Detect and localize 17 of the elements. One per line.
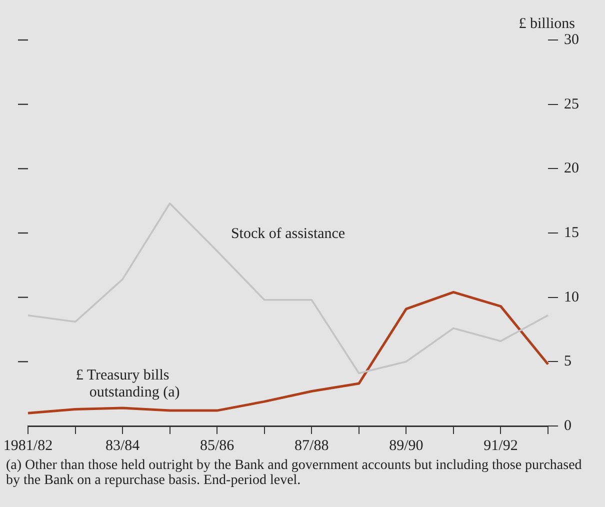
y-axis-title: £ billions [518, 16, 576, 32]
y-tick-label: 25 [564, 96, 579, 112]
text: (a) Other than those held outright by the Bank and government accounts but including those purchased by the Bank on a repurchase basis. End-period level. [5, 458, 583, 488]
x-tick-label: 89/90 [389, 438, 424, 454]
y-tick-label: 0 [564, 418, 572, 434]
y-tick-label: 15 [564, 224, 579, 241]
x-tick-label: 85/86 [200, 438, 235, 454]
x-tick-label: 83/84 [105, 438, 140, 454]
y-tick-label: 30 [564, 32, 579, 48]
x-tick-label: 87/88 [294, 438, 329, 454]
series-label: £ Treasury bills outstanding (a) [76, 368, 180, 401]
x-tick-label: 91/92 [484, 438, 518, 454]
series-label: Stock of assistance [230, 226, 346, 242]
y-tick-label: 5 [564, 354, 572, 370]
y-tick-label: 10 [564, 289, 579, 306]
x-tick-label: 1981/82 [3, 438, 53, 454]
y-tick-label: 20 [564, 160, 579, 177]
